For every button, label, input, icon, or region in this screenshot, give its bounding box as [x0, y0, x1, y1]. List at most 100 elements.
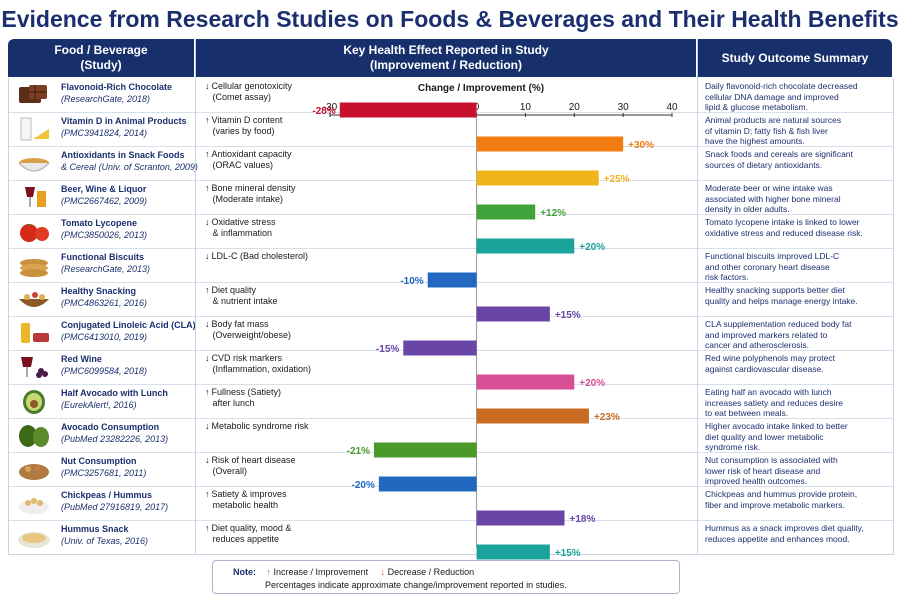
food-cell: Hummus Snack (Univ. of Texas, 2016) [61, 523, 199, 547]
summary-line: Moderate beer or wine intake was [705, 183, 833, 193]
effect-line: LDL-C (Bad cholesterol) [211, 251, 309, 261]
summary-line: against cardiovascular disease. [705, 363, 824, 374]
study-ref: (PMC2667462, 2009) [61, 196, 148, 206]
summary-cell: Functional biscuits improved LDL-C and ot… [705, 251, 889, 283]
cereal-bowl-icon [15, 149, 53, 177]
chickpeas-icon [15, 489, 53, 517]
summary-line: have the highest amounts. [705, 136, 805, 146]
summary-line: fiber and improve metabolic markers. [705, 499, 845, 510]
summary-line: sources of dietary antioxidants. [705, 159, 823, 170]
summary-line: Snack foods and cereals are significant [705, 149, 853, 159]
study-table: Flavonoid-Rich Chocolate (ResearchGate, 2… [8, 78, 894, 555]
effect-line: (Overall) [212, 466, 248, 476]
effect-cell: ↑ Satiety & improves metabolic health [205, 489, 330, 511]
food-cell: Chickpeas / Hummus (PubMed 27916819, 2017… [61, 489, 199, 513]
study-ref: (PMC3257681, 2011) [61, 468, 147, 478]
wine-beer-icon [15, 183, 53, 211]
snack-bowl-icon [15, 285, 53, 313]
food-name: Red Wine [61, 354, 102, 364]
summary-line: syndrome risk. [705, 442, 761, 452]
summary-column-header: Study Outcome Summary [698, 39, 892, 77]
direction-arrow-icon: ↓ [205, 353, 210, 363]
study-ref: (EurekAlert!, 2016) [61, 400, 137, 410]
study-ref: (ResearchGate, 2013) [61, 264, 151, 274]
note-label: Note: [233, 567, 256, 577]
study-ref: (Univ. of Texas, 2016) [61, 536, 149, 546]
food-cell: Tomato Lycopene (PMC3850026, 2013) [61, 217, 199, 241]
red-wine-icon [15, 353, 53, 381]
effect-line: Cellular genotoxicity [211, 81, 293, 91]
summary-line: lipid & glucose metabolism. [705, 102, 808, 112]
direction-arrow-icon: ↓ [205, 421, 210, 431]
study-ref: & Cereal (Univ. of Scranton, 2009) [61, 162, 198, 172]
food-cell: Red Wine (PMC6099584, 2018) [61, 353, 199, 377]
direction-arrow-icon: ↓ [205, 217, 210, 227]
effect-cell: ↓ Cellular genotoxicity (Comet assay) [205, 81, 330, 103]
effect-line: Antioxidant capacity [211, 149, 292, 159]
food-cell: Conjugated Linoleic Acid (CLA) (PMC641301… [61, 319, 199, 343]
summary-cell: Nut consumption is associated with lower … [705, 455, 889, 487]
column-divider [697, 39, 698, 554]
direction-arrow-icon: ↑ [205, 285, 210, 295]
summary-cell: Animal products are natural sources of vi… [705, 115, 889, 147]
effect-line: Risk of heart disease [211, 455, 296, 465]
table-row: Antioxidants in Snack Foods & Cereal (Uni… [9, 146, 893, 181]
effect-cell: ↓ Body fat mass (Overweight/obese) [205, 319, 330, 341]
food-name: Chickpeas / Hummus [61, 490, 153, 500]
summary-cell: Red wine polyphenols may protect against … [705, 353, 889, 374]
effect-line: & inflammation [212, 228, 273, 238]
summary-line: Red wine polyphenols may protect [705, 353, 835, 363]
arrow-up-icon: ↑ [266, 567, 272, 577]
effect-line: (Overweight/obese) [212, 330, 292, 340]
table-row: Chickpeas / Hummus (PubMed 27916819, 2017… [9, 486, 893, 521]
summary-line: Animal products are natural sources [705, 115, 842, 125]
food-name: Antioxidants in Snack Foods [61, 150, 185, 160]
column-divider [195, 39, 196, 554]
summary-line: Functional biscuits improved LDL-C [705, 251, 840, 261]
food-cell: Half Avocado with Lunch (EurekAlert!, 201… [61, 387, 199, 411]
summary-line: to eat between meals. [705, 408, 789, 418]
direction-arrow-icon: ↑ [205, 115, 210, 125]
effect-line: Diet quality, mood & [211, 523, 292, 533]
summary-line: increases satiety and reduces desire [705, 397, 843, 408]
direction-arrow-icon: ↓ [205, 455, 210, 465]
study-ref: (PMC6413010, 2019) [61, 332, 148, 342]
summary-line: risk factors. [705, 272, 749, 282]
direction-arrow-icon: ↑ [205, 183, 210, 193]
legend-note: Note: ↑ Increase / Improvement ↓ Decreas… [212, 560, 680, 594]
food-name: Avocado Consumption [61, 422, 160, 432]
summary-cell: Moderate beer or wine intake was associat… [705, 183, 889, 215]
effect-line: (Moderate intake) [212, 194, 284, 204]
nuts-icon [15, 455, 53, 483]
table-row: Conjugated Linoleic Acid (CLA) (PMC641301… [9, 316, 893, 351]
arrow-down-icon: ↓ [380, 567, 386, 577]
avocado-icon [15, 421, 53, 449]
summary-line: and improved markers related to [705, 329, 828, 340]
effect-cell: ↑ Vitamin D content (varies by food) [205, 115, 330, 137]
summary-cell: Eating half an avocado with lunch increas… [705, 387, 889, 419]
summary-line: quality and helps manage energy intake. [705, 295, 858, 306]
effect-line: (varies by food) [212, 126, 275, 136]
effect-cell: ↓ CVD risk markers (Inflammation, oxidati… [205, 353, 330, 375]
study-ref: (PMC3941824, 2014) [61, 128, 148, 138]
food-name: Half Avocado with Lunch [61, 388, 168, 398]
study-ref: (ResearchGate, 2018) [61, 94, 151, 104]
effect-cell: ↑ Antioxidant capacity (ORAC values) [205, 149, 330, 171]
table-row: Nut Consumption (PMC3257681, 2011) ↓ Risk o… [9, 452, 893, 487]
direction-arrow-icon: ↑ [205, 149, 210, 159]
food-cell: Healthy Snacking (PMC4863261, 2016) [61, 285, 199, 309]
study-ref: (PubMed 27916819, 2017) [61, 502, 169, 512]
food-cell: Nut Consumption (PMC3257681, 2011) [61, 455, 199, 479]
summary-line: CLA supplementation reduced body fat [705, 319, 852, 329]
table-row: Flavonoid-Rich Chocolate (ResearchGate, 2… [9, 78, 893, 113]
summary-cell: CLA supplementation reduced body fat and … [705, 319, 889, 351]
food-cell: Functional Biscuits (ResearchGate, 2013) [61, 251, 199, 275]
effect-line: Oxidative stress [211, 217, 276, 227]
chocolate-icon [15, 81, 53, 109]
study-ref: (PMC4863261, 2016) [61, 298, 148, 308]
food-name: Nut Consumption [61, 456, 137, 466]
summary-line: Eating half an avocado with lunch [705, 387, 832, 397]
note-text: Percentages indicate approximate change/… [265, 580, 567, 590]
summary-line: density in older adults. [705, 204, 790, 214]
direction-arrow-icon: ↑ [205, 523, 210, 533]
